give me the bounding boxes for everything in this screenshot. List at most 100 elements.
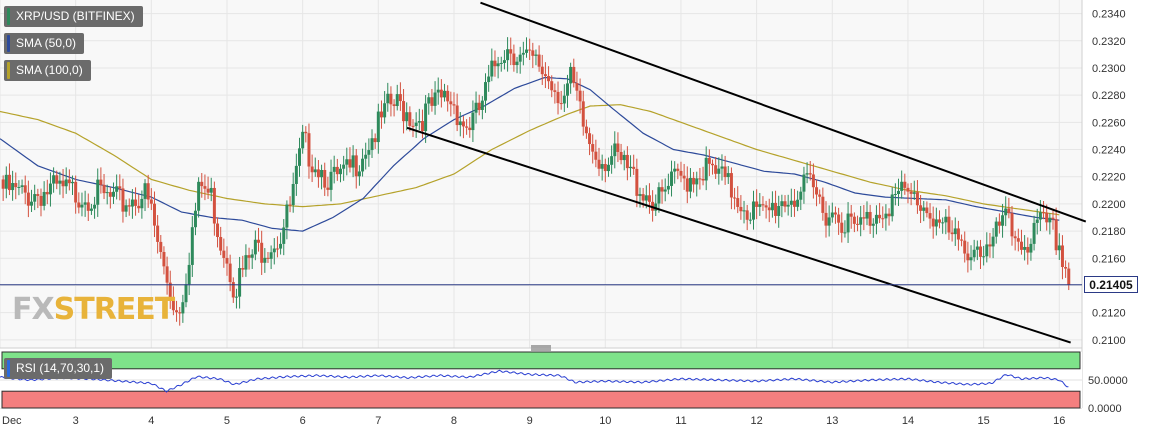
candle-up [843,232,847,234]
candle-up [140,198,144,209]
candle-up [657,187,661,204]
candle-down [1016,238,1020,242]
candle-down [594,151,598,160]
candle-up [569,66,573,84]
legend-rsi-label: RSI (14,70,30,1) [16,361,105,375]
candle-up [197,181,201,211]
candle-up [802,174,806,192]
sma100-line [0,104,1060,216]
candle-down [439,89,443,98]
candle-up [376,111,380,143]
candle-up [622,154,626,161]
candle-down [134,199,138,206]
candle-down [266,257,270,259]
candle-up [1001,215,1005,226]
candle-up [105,192,109,194]
candle-down [591,144,595,152]
candle-up [291,183,295,206]
legend-sma50: SMA (50,0) [4,33,85,54]
sma50-swatch [7,35,10,52]
candle-down [203,186,207,189]
candle-up [351,155,355,168]
candle-up [777,206,781,216]
candle-down [736,198,740,207]
candle-up [80,204,84,208]
candle-up [758,204,762,207]
last-price-label: 0.21405 [1084,276,1138,293]
candle-down [537,54,541,67]
candle-up [985,244,989,257]
candle-up [799,191,803,200]
candle-down [856,223,860,225]
candle-up [893,194,897,196]
candle-down [632,166,636,169]
candle-down [701,178,705,181]
candle-down [755,201,759,207]
candle-down [77,202,81,208]
candle-down [878,214,882,219]
candle-down [1007,208,1011,214]
candle-down [588,133,592,145]
candle-up [884,213,888,219]
candle-up [17,186,21,188]
candle-up [111,191,115,197]
candle-up [427,97,431,104]
candle-up [770,202,774,211]
candle-up [600,164,604,169]
candle-down [1051,217,1055,220]
candle-down [540,66,544,75]
candle-up [874,214,878,224]
candle-down [553,90,557,92]
candle-down [581,101,585,127]
candle-up [471,112,475,131]
candle-up [805,173,809,175]
candle-up [982,256,986,258]
candle-up [912,192,916,194]
candle-down [792,200,796,207]
candle-down [23,185,27,193]
candle-down [837,214,841,223]
candle-up [474,102,478,113]
candle-down [354,155,358,177]
candle-down [1045,212,1049,223]
candle-down [1010,213,1014,237]
candle-down [420,121,424,132]
candle-up [338,168,342,175]
candle-down [171,298,175,311]
candle-down [408,112,412,126]
candle-down [216,223,220,237]
candle-up [405,112,409,122]
y-tick-label-12: 0.2100 [1092,335,1126,347]
y-tick-label-5: 0.2240 [1092,145,1126,157]
candle-up [922,207,926,211]
candle-up [4,174,8,189]
candle-down [956,228,960,240]
candle-down [679,170,683,176]
sma100-swatch [7,62,10,79]
candle-down [389,93,393,105]
candle-up [789,200,793,205]
candle-up [269,252,273,259]
legend-sma100-label: SMA (100,0) [16,63,83,77]
y-tick-label-4: 0.2260 [1092,117,1126,129]
x-tick-label-9: 11 [675,415,686,427]
candle-down [729,173,733,198]
candle-down [200,181,204,187]
watermark-logo: FXSTREET [12,292,175,327]
candle-down [316,169,320,178]
candle-down [682,175,686,179]
candle-up [414,122,418,127]
candle-down [862,217,866,219]
candle-down [597,159,601,169]
candle-up [58,180,62,184]
candle-down [1067,268,1071,285]
candle-down [1060,245,1064,268]
candle-down [685,178,689,192]
candle-up [524,49,528,53]
candle-up [846,213,850,233]
candle-down [811,174,815,188]
y-tick-label-0: 0.2340 [1092,9,1126,21]
candle-up [487,76,491,83]
candle-up [272,248,276,253]
candle-up [562,95,566,104]
